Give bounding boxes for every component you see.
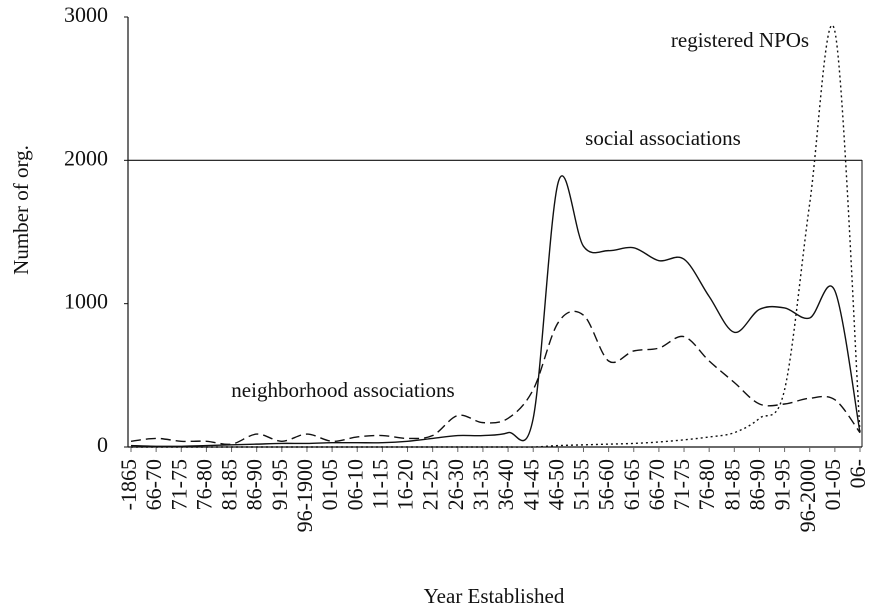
x-tick-label: 86-90 — [744, 459, 769, 510]
x-tick-label: 91-95 — [267, 459, 292, 510]
x-tick-label: -1865 — [116, 459, 141, 510]
x-tick-label: 96-1900 — [292, 459, 317, 532]
x-tick-label: 91-95 — [770, 459, 795, 510]
y-tick-label: 0 — [97, 432, 108, 457]
x-tick-label: 71-75 — [669, 459, 694, 510]
x-tick-label: 06-10 — [342, 459, 367, 510]
series-label: registered NPOs — [671, 28, 809, 52]
x-tick-label: 16-20 — [393, 459, 418, 510]
y-tick-label: 1000 — [64, 289, 108, 314]
series-label: neighborhood associations — [231, 378, 454, 402]
x-tick-label: 51-55 — [569, 459, 594, 510]
series-line — [130, 310, 861, 446]
x-tick-label: 66-70 — [141, 459, 166, 510]
x-tick-label: 96-2000 — [795, 459, 820, 532]
x-tick-label: 36-40 — [493, 459, 518, 510]
x-tick-label: 61-65 — [619, 459, 644, 510]
x-tick-label: 01-05 — [820, 459, 845, 510]
series-line — [131, 24, 861, 448]
x-tick-label: 31-35 — [468, 459, 493, 510]
y-axis-label: Number of org. — [9, 145, 33, 275]
x-tick-label: 06- — [845, 459, 870, 488]
series-label: social associations — [585, 126, 741, 150]
x-tick-label: 86-90 — [242, 459, 267, 510]
x-tick-label: 66-70 — [644, 459, 669, 510]
x-axis-label: Year Established — [424, 584, 565, 608]
x-tick-label: 81-85 — [719, 459, 744, 510]
x-tick-label: 76-80 — [694, 459, 719, 510]
x-tick-label: 01-05 — [317, 459, 342, 510]
x-tick-label: 46-50 — [543, 459, 568, 510]
series-line — [130, 175, 861, 448]
y-tick-label: 2000 — [64, 145, 108, 170]
x-tick-label: 11-15 — [367, 459, 392, 510]
x-tick-label: 81-85 — [217, 459, 242, 510]
x-tick-label: 56-60 — [594, 459, 619, 510]
x-tick-label: 76-80 — [191, 459, 216, 510]
x-tick-label: 26-30 — [443, 459, 468, 510]
y-tick-label: 3000 — [64, 2, 108, 27]
x-tick-label: 41-45 — [518, 459, 543, 510]
x-tick-label: 71-75 — [166, 459, 191, 510]
x-tick-label: 21-25 — [418, 459, 443, 510]
